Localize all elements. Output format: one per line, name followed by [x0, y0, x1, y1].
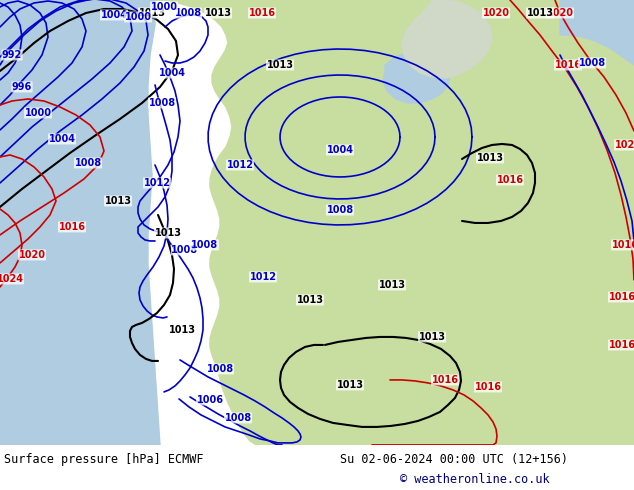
- Text: 1004: 1004: [101, 10, 127, 20]
- Text: 1020: 1020: [614, 140, 634, 150]
- Polygon shape: [0, 0, 160, 445]
- Text: 1004: 1004: [158, 68, 186, 78]
- Text: 992: 992: [2, 50, 22, 60]
- Polygon shape: [402, 0, 492, 78]
- Text: 1013: 1013: [337, 380, 363, 390]
- Polygon shape: [155, 0, 634, 445]
- Text: 1016: 1016: [609, 340, 634, 350]
- Text: 1013: 1013: [155, 228, 181, 238]
- Text: 1004: 1004: [327, 145, 354, 155]
- Text: 1000: 1000: [150, 2, 178, 12]
- Text: 1000: 1000: [124, 12, 152, 22]
- Text: 1013: 1013: [418, 332, 446, 342]
- Text: 1013: 1013: [138, 8, 165, 18]
- Text: 1000: 1000: [25, 108, 51, 118]
- Text: 1020: 1020: [482, 8, 510, 18]
- Polygon shape: [383, 50, 450, 103]
- Text: 1006: 1006: [197, 395, 224, 405]
- Text: 1008: 1008: [327, 205, 354, 215]
- Text: 1012: 1012: [143, 178, 171, 188]
- Text: 1008: 1008: [207, 364, 233, 374]
- Text: 1016: 1016: [474, 382, 501, 392]
- Text: 1013: 1013: [266, 60, 294, 70]
- Text: 1012: 1012: [226, 160, 254, 170]
- Text: 1016: 1016: [432, 375, 458, 385]
- Text: Surface pressure [hPa] ECMWF: Surface pressure [hPa] ECMWF: [4, 453, 204, 466]
- Text: 1013: 1013: [205, 8, 231, 18]
- Text: 1016: 1016: [612, 240, 634, 250]
- Text: 1013: 1013: [297, 295, 323, 305]
- Text: 1016: 1016: [249, 8, 276, 18]
- Polygon shape: [560, 0, 634, 65]
- Text: 1024: 1024: [0, 274, 23, 284]
- Text: 996: 996: [12, 82, 32, 92]
- Text: 1008: 1008: [191, 240, 219, 250]
- Text: 1012: 1012: [250, 272, 276, 282]
- Text: 1008: 1008: [74, 158, 101, 168]
- Text: 1004: 1004: [48, 134, 75, 144]
- Text: 1008: 1008: [148, 98, 176, 108]
- Text: 1008: 1008: [171, 245, 198, 255]
- Text: 1008: 1008: [224, 413, 252, 423]
- Text: 1016: 1016: [496, 175, 524, 185]
- Text: 1008: 1008: [578, 58, 605, 68]
- Text: Su 02-06-2024 00:00 UTC (12+156): Su 02-06-2024 00:00 UTC (12+156): [340, 453, 568, 466]
- Text: 1013: 1013: [378, 280, 406, 290]
- Text: 1020: 1020: [547, 8, 574, 18]
- Text: 1016: 1016: [58, 222, 86, 232]
- Text: 1016: 1016: [555, 60, 581, 70]
- Text: 1013: 1013: [477, 153, 503, 163]
- Text: 1020: 1020: [18, 250, 46, 260]
- Text: 1013: 1013: [105, 196, 131, 206]
- Text: 1013: 1013: [526, 8, 553, 18]
- Text: 1016: 1016: [609, 292, 634, 302]
- Text: 1013: 1013: [169, 325, 195, 335]
- Text: © weatheronline.co.uk: © weatheronline.co.uk: [400, 473, 550, 487]
- Text: 1008: 1008: [174, 8, 202, 18]
